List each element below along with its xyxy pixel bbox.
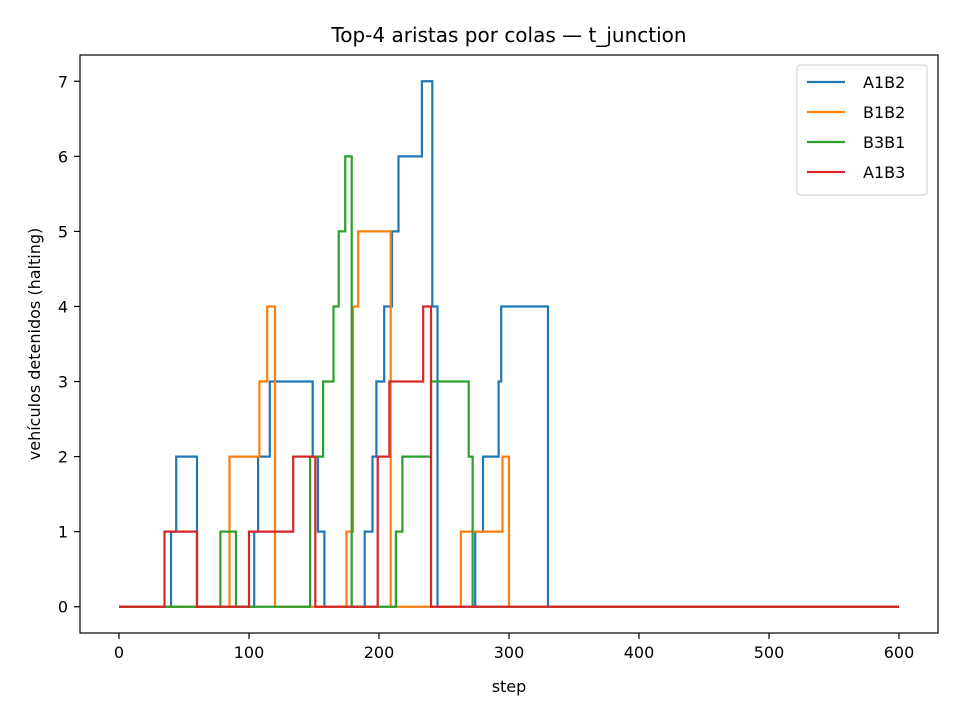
x-tick-label: 200 [364,643,395,662]
y-tick-label: 3 [58,373,68,392]
legend-label: A1B2 [863,73,905,92]
y-tick-label: 6 [58,147,68,166]
chart-title: Top-4 aristas por colas — t_junction [330,23,686,47]
y-tick-label: 2 [58,448,68,467]
plot-frame [79,54,939,634]
series-line-b3b1 [119,155,899,608]
legend-label: A1B3 [863,163,905,182]
legend-label: B1B2 [863,103,905,122]
series-line-a1b2 [119,80,899,608]
x-tick-label: 500 [754,643,785,662]
series-layer [119,80,899,608]
x-tick-label: 300 [494,643,525,662]
x-axis-label: step [492,677,527,696]
axis-layer: 0 100 200 300 400 500 600 0 1 2 3 4 5 6 7 [58,72,914,662]
legend: A1B2 B1B2 B3B1 A1B3 [796,64,928,196]
x-tick-label: 100 [234,643,265,662]
series-line-a1b3 [119,305,899,608]
y-tick-label: 7 [58,72,68,91]
y-axis-label: vehículos detenidos (halting) [25,228,44,460]
x-tick-label: 400 [624,643,655,662]
y-tick-label: 5 [58,222,68,241]
y-tick-label: 0 [58,598,68,617]
y-tick-label: 4 [58,297,68,316]
x-tick-label: 0 [114,643,124,662]
y-tick-label: 1 [58,523,68,542]
legend-box [796,64,928,196]
legend-label: B3B1 [863,133,905,152]
x-tick-label: 600 [884,643,915,662]
series-line-b1b2 [119,230,899,608]
